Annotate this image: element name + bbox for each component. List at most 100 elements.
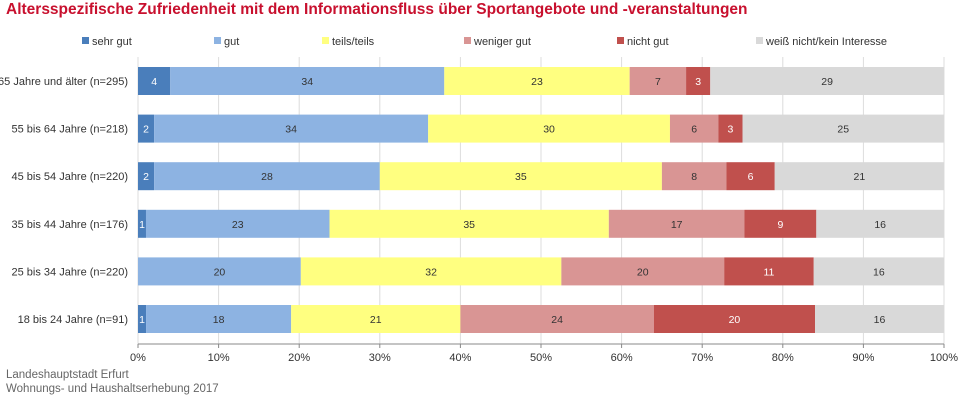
data-label: 21 (370, 314, 382, 326)
category-label: 35 bis 44 Jahre (n=176) (12, 219, 129, 231)
x-tick-label: 40% (449, 352, 471, 364)
data-label: 35 (463, 219, 475, 231)
data-label: 20 (637, 266, 649, 278)
x-tick-label: 20% (288, 352, 310, 364)
legend-label: gut (224, 36, 239, 48)
data-label: 16 (874, 314, 886, 326)
legend-swatch (322, 37, 329, 44)
bar-segment (138, 209, 146, 238)
bar-segment (138, 305, 147, 333)
bar-segment (744, 209, 817, 238)
bar-segment (653, 305, 816, 333)
bar-segment (816, 209, 944, 238)
bar-segment (146, 305, 292, 333)
legend-label: sehr gut (92, 36, 132, 48)
x-tick-label: 60% (611, 352, 633, 364)
bar-segment (774, 162, 944, 191)
legend-label: nicht gut (627, 36, 669, 48)
data-label: 7 (655, 76, 661, 88)
data-label: 24 (551, 314, 563, 326)
bar-segment (329, 209, 609, 238)
data-label: 9 (777, 219, 783, 231)
data-label: 16 (874, 219, 886, 231)
x-tick-label: 0% (130, 352, 146, 364)
data-label: 4 (151, 76, 157, 88)
bar-segment (629, 67, 687, 95)
legend-swatch (617, 37, 624, 44)
data-label: 28 (261, 171, 273, 183)
x-tick-label: 50% (530, 352, 552, 364)
bar-segment (724, 257, 814, 286)
bar-segment (460, 305, 654, 333)
category-label: 55 bis 64 Jahre (n=218) (12, 124, 129, 136)
legend-swatch (464, 37, 471, 44)
legend-swatch (214, 37, 221, 44)
bar-segment (154, 114, 429, 143)
data-label: 21 (854, 171, 866, 183)
bar-segment (710, 67, 944, 95)
bar-segment (154, 162, 380, 191)
x-tick-label: 30% (369, 352, 391, 364)
bar-segment (138, 114, 155, 143)
category-label: 65 Jahre und älter (n=295) (0, 76, 128, 88)
source-line-1: Landeshauptstadt Erfurt (6, 369, 129, 381)
bar-segment (170, 67, 445, 95)
bar-segment (561, 257, 725, 286)
data-label: 17 (671, 219, 683, 231)
data-label: 3 (727, 124, 733, 136)
data-label: 3 (695, 76, 701, 88)
data-label: 2 (143, 124, 149, 136)
data-label: 34 (301, 76, 313, 88)
chart-title: Altersspezifische Zufriedenheit mit dem … (6, 1, 748, 18)
bar-segment (815, 305, 944, 333)
data-label: 18 (213, 314, 225, 326)
data-label: 2 (143, 171, 149, 183)
data-label: 8 (691, 171, 697, 183)
bar-segment (669, 114, 719, 143)
bar-segment (300, 257, 562, 286)
bar-segment (145, 209, 330, 238)
category-label: 45 bis 54 Jahre (n=220) (12, 171, 129, 183)
data-label: 32 (425, 266, 437, 278)
data-label: 35 (515, 171, 527, 183)
legend-swatch (82, 37, 89, 44)
data-label: 23 (232, 219, 244, 231)
legend-swatch (756, 37, 763, 44)
legend-label: teils/teils (332, 36, 375, 48)
data-label: 20 (729, 314, 741, 326)
data-label: 1 (139, 219, 145, 231)
legend-label: weiß nicht/kein Interesse (765, 36, 887, 48)
bar-segment (379, 162, 662, 191)
data-label: 1 (139, 314, 145, 326)
data-label: 23 (531, 76, 543, 88)
bar-segment (138, 162, 155, 191)
source-line-2: Wohnungs- und Haushaltserhebung 2017 (6, 383, 219, 395)
bar-segment (291, 305, 461, 333)
data-label: 6 (691, 124, 697, 136)
bar-segment (726, 162, 775, 191)
chart-source: Landeshauptstadt Erfurt Wohnungs- und Ha… (6, 368, 219, 396)
x-tick-label: 80% (772, 352, 794, 364)
data-label: 11 (764, 266, 775, 278)
bar-segment (428, 114, 670, 143)
x-tick-label: 90% (852, 352, 874, 364)
data-label: 34 (285, 124, 297, 136)
data-label: 16 (873, 266, 885, 278)
x-tick-label: 100% (930, 352, 958, 364)
data-label: 25 (837, 124, 849, 136)
legend-label: weniger gut (473, 36, 531, 48)
bar-segment (138, 67, 171, 95)
bar-segment (742, 114, 944, 143)
x-tick-label: 10% (208, 352, 230, 364)
category-label: 25 bis 34 Jahre (n=220) (12, 266, 129, 278)
data-label: 20 (214, 266, 226, 278)
data-label: 29 (821, 76, 833, 88)
bar-segment (444, 67, 630, 95)
data-label: 6 (748, 171, 754, 183)
bar-segment (138, 257, 301, 286)
bar-segment (661, 162, 727, 191)
bar-segment (813, 257, 944, 286)
category-label: 18 bis 24 Jahre (n=91) (18, 314, 128, 326)
